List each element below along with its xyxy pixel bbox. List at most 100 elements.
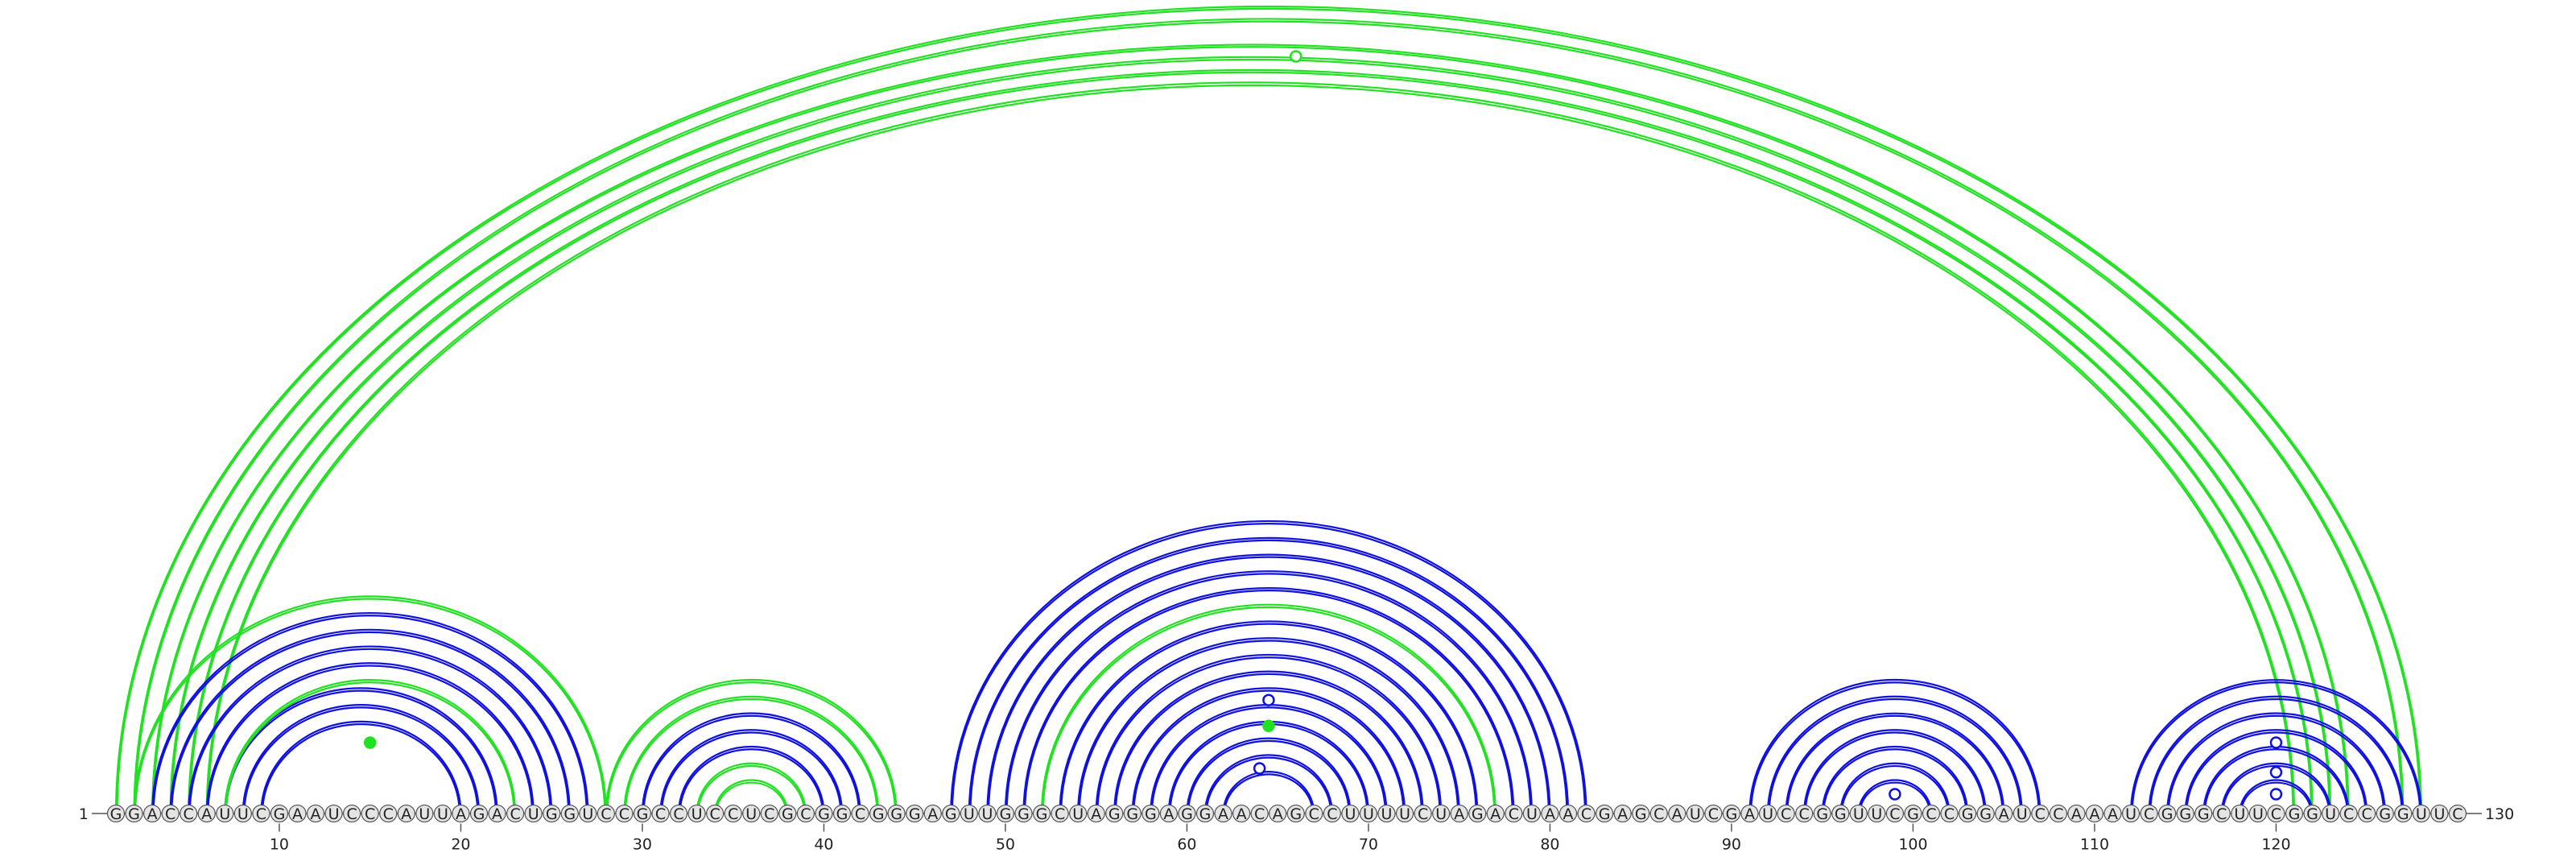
base-letter: G <box>1036 805 1048 823</box>
base: U <box>1686 804 1704 823</box>
base-letter: U <box>1381 805 1393 823</box>
pair-arc <box>1224 773 1314 814</box>
pair-arc <box>1096 656 1441 814</box>
pair-marker <box>1262 719 1275 732</box>
base: G <box>1014 804 1033 823</box>
base-letter: C <box>2362 805 2372 823</box>
base-letter: C <box>1708 805 1719 823</box>
base: C <box>1250 804 1269 823</box>
pair-arc <box>1857 779 1933 814</box>
base: U <box>216 804 234 823</box>
base: C <box>1051 804 1069 823</box>
base-letter: C <box>1254 805 1265 823</box>
base: C <box>851 804 869 823</box>
base-letter: C <box>1926 805 1936 823</box>
base-letter: C <box>728 805 738 823</box>
pair-arc <box>1167 720 1370 814</box>
base-letter: C <box>619 805 630 823</box>
base: C <box>1795 804 1814 823</box>
pair-arc <box>207 82 2294 814</box>
base-letter: G <box>1199 805 1212 823</box>
base: G <box>543 804 561 823</box>
pair-arc <box>1804 731 1986 814</box>
base: U <box>687 804 706 823</box>
pair-arc <box>1078 640 1459 814</box>
pair-arc <box>969 539 1568 814</box>
pair-arc <box>2184 729 2368 814</box>
base: G <box>815 804 833 823</box>
base: A <box>2067 804 2086 823</box>
base-letter: G <box>1635 805 1647 823</box>
pair-arc <box>1005 573 1532 814</box>
base-letter: C <box>1653 805 1664 823</box>
base: C <box>2031 804 2050 823</box>
base: A <box>2103 804 2122 823</box>
base-letter: U <box>1853 805 1864 823</box>
base-letter: U <box>964 805 975 823</box>
base-letter: G <box>128 805 140 823</box>
pair-marker <box>1290 50 1302 63</box>
base-letter: A <box>1672 805 1682 823</box>
base: G <box>2176 804 2194 823</box>
base-letter: U <box>2234 805 2245 823</box>
base: G <box>1286 804 1305 823</box>
base-letter: U <box>2325 805 2336 823</box>
pair-arc <box>1186 737 1352 814</box>
pair-arc <box>1133 689 1405 814</box>
base: C <box>1704 804 1723 823</box>
base-letter: C <box>1799 805 1810 823</box>
base: U <box>1868 804 1886 823</box>
tick-label: 60 <box>1177 836 1196 854</box>
base-letter: A <box>1490 805 1501 823</box>
base: U <box>1069 804 1088 823</box>
pair-arc <box>1748 679 2041 814</box>
base-letter: A <box>492 805 502 823</box>
base: G <box>942 804 960 823</box>
base-letter: A <box>1236 805 1247 823</box>
base: C <box>651 804 670 823</box>
base: A <box>1668 804 1686 823</box>
pair-marker <box>1262 693 1275 706</box>
pair-arc <box>605 679 898 814</box>
pair-marker <box>1889 788 1901 801</box>
base: A <box>488 804 506 823</box>
pair-arc <box>642 714 861 814</box>
base: A <box>923 804 942 823</box>
base-letter: G <box>945 805 957 823</box>
base: G <box>633 804 652 823</box>
pair-arc <box>968 536 1570 814</box>
base-letter: A <box>1163 805 1174 823</box>
base-letter: U <box>1344 805 1356 823</box>
base: A <box>197 804 216 823</box>
base: A <box>2085 804 2104 823</box>
base-letter: C <box>1889 805 1900 823</box>
base-letter: A <box>2107 805 2118 823</box>
base: U <box>1377 804 1396 823</box>
pair-arc <box>152 615 588 814</box>
base-letter: C <box>601 805 611 823</box>
base: G <box>2303 804 2322 823</box>
pair-arc <box>641 712 861 814</box>
base-letter: G <box>1907 805 1919 823</box>
base-letter: C <box>655 805 666 823</box>
base: U <box>742 804 761 823</box>
base-letter: C <box>1309 805 1319 823</box>
base-letter: C <box>347 805 357 823</box>
pair-arc <box>2220 762 2332 814</box>
base: A <box>1613 804 1632 823</box>
tick-label: 120 <box>2261 836 2290 854</box>
pair-arc <box>659 729 844 814</box>
base-letter: U <box>981 805 993 823</box>
tick-label: 100 <box>1898 836 1927 854</box>
base: G <box>2376 804 2394 823</box>
base-letter: A <box>1091 805 1101 823</box>
base-letter: U <box>1871 805 1882 823</box>
base: G <box>1195 804 1215 823</box>
base-letter: U <box>2125 805 2136 823</box>
base: C <box>669 804 688 823</box>
base: A <box>1087 804 1105 823</box>
base-letter: C <box>365 805 375 823</box>
base-letter: G <box>1599 805 1611 823</box>
base-letter: U <box>745 805 757 823</box>
